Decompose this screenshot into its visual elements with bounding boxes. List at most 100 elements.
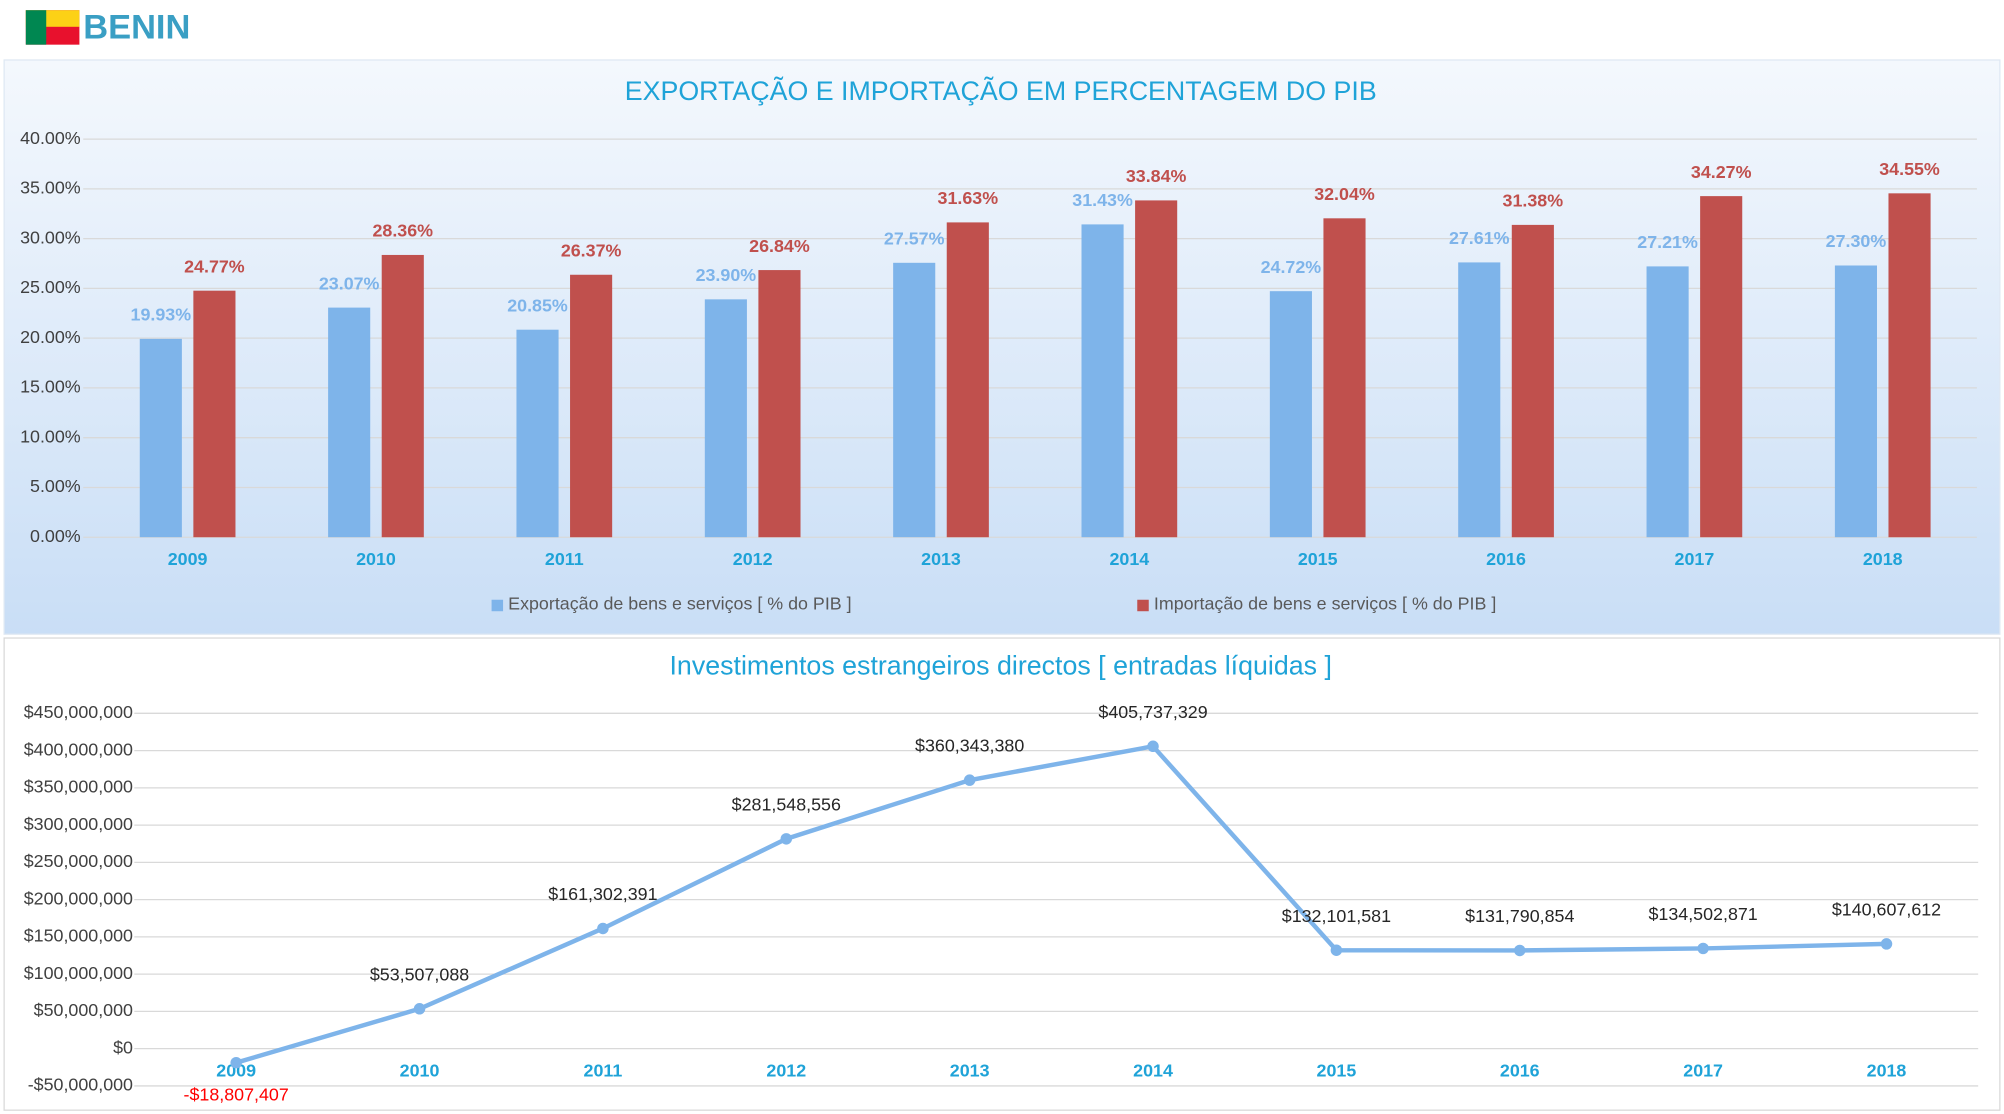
data-label: $134,502,871 [1649,904,1758,924]
bar [758,270,801,538]
data-label: $405,737,329 [1098,702,1207,722]
x-tick-label: 2011 [584,1061,623,1081]
x-tick-label: 2014 [1109,549,1149,569]
data-label: $161,302,391 [548,884,657,904]
data-label: 31.43% [1072,190,1133,210]
legend-marker [491,599,504,612]
point [413,1003,426,1015]
y-tick-label: 35.00% [20,178,81,198]
panel-2 [3,637,2001,1111]
data-label: $281,548,556 [732,794,841,814]
x-tick-label: 2014 [1133,1061,1173,1081]
chart-title: EXPORTAÇÃO E IMPORTAÇÃO EM PERCENTAGEM D… [625,75,1377,106]
data-label: 20.85% [507,295,568,315]
bar [1269,291,1312,538]
bar [570,274,613,538]
y-tick-label: $0 [113,1037,133,1057]
line [235,743,1887,1065]
data-label: 26.84% [749,236,810,256]
point [780,833,793,845]
point [1147,740,1159,753]
x-tick-label: 2012 [733,549,773,569]
point [230,1056,242,1069]
point [1330,944,1343,956]
x-tick-label: 2016 [1486,549,1526,569]
data-label: $140,607,612 [1832,899,1941,919]
data-label: 19.93% [131,305,192,325]
data-label: 26.37% [561,241,622,261]
y-tick-label: $200,000,000 [24,888,133,908]
data-label: 23.90% [696,265,757,285]
data-label: 33.84% [1126,166,1187,186]
x-tick-label: 2011 [545,549,584,569]
y-tick-label: 25.00% [20,277,81,297]
y-tick-label: 15.00% [20,377,81,397]
bar [139,338,182,538]
data-label: 32.04% [1314,184,1375,204]
data-label: 27.61% [1449,228,1510,248]
y-tick-label: -$50,000,000 [28,1075,133,1095]
data-label: 34.55% [1879,159,1940,179]
bar [1081,224,1124,538]
x-tick-label: 2015 [1298,549,1338,569]
data-label: 31.38% [1503,191,1564,211]
y-tick-label: $250,000,000 [24,851,133,871]
bar [381,254,424,538]
bar [893,262,936,538]
bar [1135,200,1178,538]
point [1697,942,1709,955]
data-label: 34.27% [1691,162,1752,182]
bar [1700,196,1743,538]
flag-green [25,10,47,45]
bar [1511,224,1554,538]
bar [516,329,559,538]
data-label: 24.72% [1261,257,1322,277]
x-tick-label: 2017 [1675,549,1715,569]
y-tick-label: $450,000,000 [24,702,133,722]
bar [1888,193,1931,538]
y-tick-label: 5.00% [30,476,81,496]
x-tick-label: 2016 [1500,1061,1540,1081]
bar [946,222,989,538]
x-tick-label: 2015 [1317,1061,1357,1081]
bar [1834,265,1877,538]
chart-title: Investimentos estrangeiros directos [ en… [670,650,1332,680]
data-label: 27.21% [1637,232,1698,252]
data-label: 31.63% [938,188,999,208]
country-title: BENIN [83,8,190,46]
y-tick-label: 30.00% [20,227,81,247]
data-label: 23.07% [319,273,380,293]
data-label: $53,507,088 [370,964,469,984]
x-tick-label: 2012 [766,1061,806,1081]
x-tick-label: 2018 [1867,1061,1907,1081]
bar [1323,218,1366,538]
x-tick-label: 2013 [921,549,961,569]
point [597,922,609,935]
y-tick-label: $50,000,000 [34,1000,133,1020]
y-tick-label: 20.00% [20,327,81,347]
point [1514,944,1526,957]
x-tick-label: 2009 [168,549,208,569]
data-label: $131,790,854 [1465,906,1574,926]
y-tick-label: $350,000,000 [24,777,133,797]
x-tick-label: 2013 [950,1061,990,1081]
data-label: 27.30% [1826,231,1887,251]
bar [1458,262,1501,538]
y-tick-label: $150,000,000 [24,926,133,946]
y-tick-label: 10.00% [20,426,81,446]
data-label: 28.36% [372,221,433,241]
point [963,774,976,786]
legend-label: Importação de bens e serviços [ % do PIB… [1154,594,1496,614]
y-tick-label: 40.00% [20,128,81,148]
bar [193,290,236,538]
y-tick-label: $300,000,000 [24,814,133,834]
x-tick-label: 2010 [356,549,396,569]
bar [704,299,747,538]
x-tick-label: 2018 [1863,549,1903,569]
y-tick-label: 0.00% [30,526,81,546]
legend-label: Exportação de bens e serviços [ % do PIB… [508,594,851,614]
y-tick-label: $400,000,000 [24,739,133,759]
data-label: $132,101,581 [1282,906,1391,926]
data-label: 27.57% [884,229,945,249]
